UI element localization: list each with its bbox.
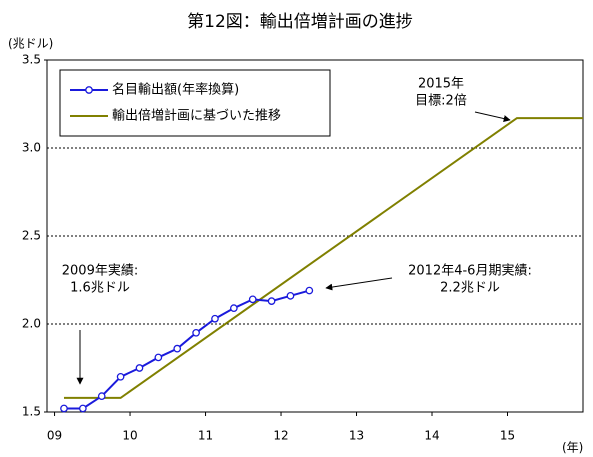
x-tick-label: 11 (198, 429, 213, 443)
data-point (173, 344, 182, 353)
annotation: 目標:2倍 (415, 94, 467, 109)
data-point (267, 297, 276, 305)
x-axis-label: (年) (562, 441, 583, 455)
data-point (229, 304, 238, 313)
legend-label: 名目輸出額(年率換算) (112, 82, 239, 98)
annotation: 2012年4-6月期実績: (408, 263, 532, 279)
y-axis-label: (兆ドル) (8, 37, 53, 51)
annotation-arrow (325, 277, 393, 291)
annotation: 2009年実績: (62, 263, 138, 279)
data-point (286, 291, 295, 300)
annotation: 2.2兆ドル (440, 281, 500, 296)
y-tick-label: 3.5 (22, 53, 41, 67)
data-point (192, 328, 200, 337)
data-point (305, 286, 314, 295)
annotation: 1.6兆ドル (70, 281, 130, 296)
y-tick-label: 2.0 (22, 317, 41, 331)
y-tick-label: 2.5 (22, 229, 41, 243)
annotation: 2015年 (418, 77, 464, 92)
x-tick-label: 12 (273, 429, 288, 443)
data-point (211, 314, 219, 323)
data-point (116, 372, 125, 381)
data-point (60, 404, 68, 413)
data-point (97, 392, 106, 401)
legend-label: 輸出倍増計画に基づいた推移 (112, 108, 281, 124)
series-line (63, 289, 310, 410)
y-tick-label: 1.5 (22, 405, 41, 419)
data-point (135, 364, 144, 372)
data-point (79, 404, 87, 413)
x-tick-label: 10 (122, 429, 137, 443)
x-tick-label: 13 (349, 429, 364, 443)
chart-title: 第12図：輸出倍増計画の進捗 (187, 12, 413, 32)
data-point (154, 353, 163, 362)
series-line (63, 117, 583, 399)
x-tick-label: 15 (500, 429, 515, 443)
x-tick-label: 09 (47, 429, 62, 443)
legend-box (59, 69, 331, 137)
y-tick-label: 3.0 (22, 141, 41, 155)
legend-marker (85, 86, 93, 94)
data-point (248, 295, 257, 304)
annotation-arrow (474, 111, 511, 123)
x-tick-label: 14 (424, 429, 439, 443)
